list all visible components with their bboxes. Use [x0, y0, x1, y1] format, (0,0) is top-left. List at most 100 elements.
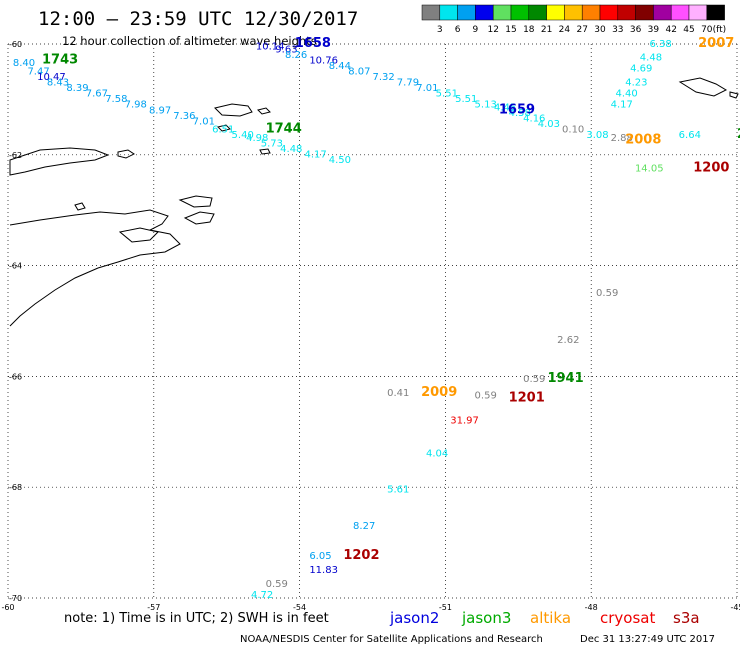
swh-value-label: 11.83 [309, 565, 338, 576]
colorbar-tick-label: 39 [648, 25, 660, 35]
swh-value-label: 31.97 [450, 415, 479, 426]
swh-value-label: 10.76 [309, 55, 338, 66]
latitude-tick-label: -68 [9, 483, 22, 492]
dundee-island-coast [183, 211, 215, 225]
swh-value-label: 4.72 [251, 590, 273, 601]
south-orkney-small-island [729, 91, 739, 99]
colorbar-tick-label: 12 [487, 25, 498, 35]
swh-value-label: 2.62 [557, 335, 579, 346]
swh-value-label: 4.98 [246, 133, 268, 144]
pass-time-label: 1200 [693, 160, 729, 175]
swh-value-label: 5.51 [455, 94, 477, 105]
swh-value-label: 4.48 [640, 53, 662, 64]
colorbar-tick-label: 70 [701, 25, 713, 35]
swh-value-label: 8.39 [66, 83, 88, 94]
colorbar-tick-label: 6 [455, 25, 461, 35]
page-subtitle: 12 hour collection of altimeter wave hei… [62, 34, 317, 48]
south-orkney-coast [678, 77, 728, 97]
longitude-tick-label: -54 [293, 603, 306, 612]
swh-value-label: 4.16 [523, 114, 545, 125]
swh-value-label: 8.40 [13, 58, 35, 69]
colorbar-tick-label: 30 [594, 25, 606, 35]
colorbar-tick-label: 36 [630, 25, 642, 35]
latitude-tick-label: -62 [9, 151, 22, 160]
pass-time-label: 2138 [737, 127, 740, 142]
swh-value-label: 10.47 [37, 72, 66, 83]
swh-value-label: 5.13 [475, 100, 497, 111]
swh-value-label: 4.48 [280, 144, 302, 155]
antarctic-peninsula-coast [9, 209, 181, 327]
swh-value-label: 0.59 [475, 391, 497, 402]
swh-value-label: 10.14 [256, 42, 285, 53]
swh-value-label: 7.67 [86, 89, 108, 100]
colorbar-tick-label: 27 [576, 25, 587, 35]
colorbar-tick-label: 15 [505, 25, 516, 35]
swh-value-label: 4.50 [329, 155, 351, 166]
swh-value-label: 7.32 [373, 72, 395, 83]
coastline-layer [9, 77, 739, 327]
swh-value-label: 6.64 [679, 130, 701, 141]
swh-value-label: 7.58 [105, 94, 127, 105]
pass-time-label: 1658 [295, 36, 331, 51]
swh-value-label: 4.04 [426, 449, 448, 460]
small-islet-b [217, 124, 231, 132]
satellite-legend-s3a: s3a [673, 609, 700, 627]
swh-value-label: 8.26 [285, 50, 307, 61]
swh-value-label: 7.98 [125, 100, 147, 111]
swh-value-label: 4.45 [494, 102, 516, 113]
pass-time-label: 1743 [42, 52, 78, 67]
swh-value-label: 7.01 [416, 83, 438, 94]
longitude-tick-label: -60 [1, 603, 14, 612]
colorbar-tick-label: 21 [541, 25, 552, 35]
longitude-tick-label: -57 [147, 603, 160, 612]
swh-value-label: 8.44 [329, 61, 351, 72]
swh-value-label: 6.38 [650, 39, 672, 50]
swh-value-label: 5.61 [387, 485, 409, 496]
colorbar-tick-label: 9 [473, 25, 479, 35]
small-islet-c [259, 148, 271, 155]
colorbar-tick-label: 42 [665, 25, 676, 35]
swh-value-label: 4.17 [611, 100, 633, 111]
pass-time-label: 2007 [698, 36, 734, 51]
pass-time-label: 1201 [509, 390, 545, 405]
longitude-tick-labels: -60 -57 -54 -51 -48 -45 [1, 603, 740, 612]
colorbar-tick-label: 3 [437, 25, 443, 35]
swh-value-label: 2.88 [611, 133, 633, 144]
swh-value-label: 14.05 [635, 163, 664, 174]
colorbar-swatch [706, 4, 725, 21]
pass-time-label: 2008 [625, 133, 661, 148]
swh-value-label: 4.40 [616, 89, 638, 100]
swh-value-label: 4.69 [630, 64, 652, 75]
swh-value-label: 4.58 [509, 108, 531, 119]
swh-value-label: 8.97 [149, 105, 171, 116]
credit-date: Dec 31 13:27:49 UTC 2017 [580, 634, 715, 645]
colorbar-tick-label: 45 [683, 25, 694, 35]
swh-value-label: 7.01 [193, 116, 215, 127]
footnote: note: 1) Time is in UTC; 2) SWH is in fe… [64, 611, 329, 626]
latitude-tick-label: -66 [9, 372, 22, 381]
swh-value-label: 9.63 [275, 44, 297, 55]
pass-time-label: 1744 [266, 122, 302, 137]
graticule [7, 43, 738, 599]
colorbar-unit: (ft) [713, 25, 727, 35]
swh-value-label: 7.79 [397, 78, 419, 89]
swh-value-label: 0.59 [596, 288, 618, 299]
elephant-island-coast [214, 103, 253, 117]
latitude-tick-label: -64 [9, 262, 22, 271]
swh-value-label: 5.73 [261, 138, 283, 149]
south-shetland-islands-coast [9, 147, 110, 176]
peninsula-small-islet [74, 202, 86, 211]
pass-time-label: 1202 [343, 548, 379, 563]
swh-value-label: 6.05 [309, 551, 331, 562]
longitude-tick-label: -48 [585, 603, 598, 612]
east-islands-coast [178, 195, 213, 208]
latitude-tick-label: -60 [9, 40, 22, 49]
wave-height-labels: 10.149.638.2610.768.448.077.327.797.015.… [13, 39, 701, 601]
satellite-legend-jason3: jason3 [462, 609, 512, 627]
south-shetland-small-island-a [117, 149, 135, 159]
swh-value-label: 5.51 [436, 89, 458, 100]
latitude-tick-labels: -60 -62 -64 -66 -68 -70 [9, 40, 22, 603]
swh-value-label: 4.17 [304, 150, 326, 161]
latitude-tick-label: -70 [9, 594, 22, 603]
